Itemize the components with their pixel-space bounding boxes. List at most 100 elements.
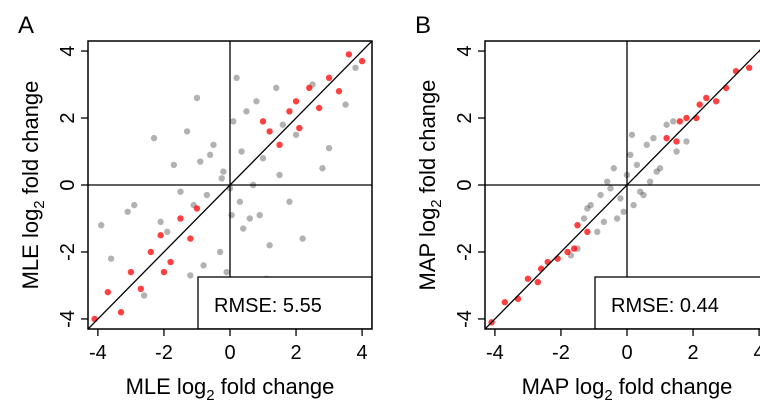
point <box>273 84 280 92</box>
point <box>580 215 588 222</box>
point <box>584 205 591 212</box>
point <box>342 101 349 108</box>
point <box>243 108 250 115</box>
points <box>488 48 760 326</box>
x-tick-label: 2 <box>290 342 301 364</box>
x-axis-label-part: fold change <box>221 374 335 399</box>
point <box>646 178 654 185</box>
y-tick-label: 0 <box>454 179 476 190</box>
point <box>98 221 105 229</box>
x-tick-label: -4 <box>89 342 107 364</box>
point <box>107 255 115 262</box>
y-axis-label: MLE log2 fold change <box>18 81 48 290</box>
y-tick-label: 2 <box>57 112 79 123</box>
point <box>226 185 234 192</box>
y-axis-label-subscript: 2 <box>31 200 48 208</box>
identity-line <box>485 49 760 329</box>
point <box>613 215 621 222</box>
point <box>131 201 138 209</box>
point <box>643 141 651 149</box>
x-tick-label: -2 <box>552 342 570 364</box>
point <box>266 128 273 135</box>
point <box>253 98 260 105</box>
point <box>117 309 125 316</box>
point <box>249 181 257 189</box>
point <box>514 295 522 303</box>
point <box>157 232 164 239</box>
y-axis-label-part: MLE log <box>18 209 43 290</box>
point <box>630 201 637 209</box>
x-axis-label-part: MAP log <box>522 374 605 399</box>
point <box>524 275 532 282</box>
point <box>628 131 636 138</box>
point <box>554 255 561 262</box>
x-tick-label: 0 <box>621 342 632 364</box>
point <box>140 292 148 299</box>
point <box>127 268 135 276</box>
y-axis-label: MAP log2 fold change <box>415 80 445 291</box>
point <box>607 185 614 192</box>
point <box>296 124 303 132</box>
point <box>236 198 244 205</box>
point <box>597 191 604 199</box>
point <box>292 131 300 138</box>
point <box>325 74 333 82</box>
point <box>670 118 677 125</box>
point <box>193 205 201 212</box>
point <box>600 218 608 226</box>
y-tick-label: 4 <box>454 45 476 56</box>
point <box>157 218 164 226</box>
point <box>683 114 690 122</box>
point <box>325 144 333 152</box>
point <box>703 94 710 102</box>
point <box>722 84 730 92</box>
point <box>164 228 171 236</box>
point <box>238 148 245 155</box>
y-tick-label: 4 <box>57 45 79 56</box>
x-axis-label-part: fold change <box>619 374 733 399</box>
x-tick-label: 4 <box>357 342 368 364</box>
point <box>286 108 293 115</box>
point <box>637 188 644 195</box>
point <box>223 268 230 276</box>
point <box>358 57 366 65</box>
point <box>673 148 680 155</box>
point <box>259 118 267 125</box>
x-tick-label: 2 <box>687 342 698 364</box>
x-axis-label-subscript: 2 <box>206 387 214 404</box>
point <box>335 88 343 95</box>
point <box>256 211 263 219</box>
y-axis-label-part: MAP log <box>415 208 440 291</box>
point <box>693 114 700 122</box>
point <box>656 165 664 172</box>
point <box>683 138 690 145</box>
point <box>570 245 578 252</box>
plot-area <box>88 41 372 329</box>
point <box>160 268 168 276</box>
point <box>183 128 191 135</box>
point <box>534 278 542 286</box>
point <box>292 98 300 105</box>
y-axis-label-part: fold change <box>18 81 43 195</box>
point <box>150 134 158 142</box>
y-tick-label: 2 <box>454 112 476 123</box>
point <box>663 134 670 142</box>
point <box>230 118 237 125</box>
point <box>200 262 207 269</box>
point <box>216 248 224 256</box>
point <box>537 265 545 272</box>
x-tick-label: 0 <box>224 342 235 364</box>
point <box>587 201 594 209</box>
point <box>627 151 634 159</box>
y-axis-label-part: fold change <box>415 80 440 194</box>
point <box>673 138 680 145</box>
point <box>712 98 720 105</box>
point <box>620 208 627 215</box>
annotation-box <box>594 276 760 329</box>
point <box>279 121 287 128</box>
point <box>197 158 204 165</box>
x-tick-label: -2 <box>155 342 173 364</box>
x-tick-label: -4 <box>486 342 504 364</box>
